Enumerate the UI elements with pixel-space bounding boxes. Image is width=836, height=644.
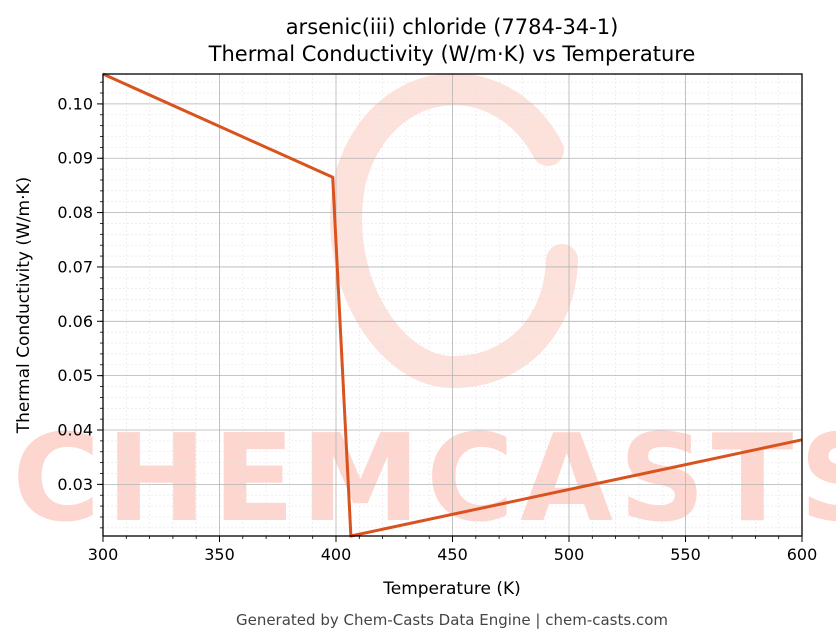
watermark-text: CHEMCASTS — [12, 410, 836, 549]
y-tick-label: 0.07 — [57, 257, 93, 276]
footer-credit: Generated by Chem-Casts Data Engine | ch… — [236, 611, 668, 629]
y-tick-label: 0.10 — [57, 94, 93, 113]
major-grid — [102, 74, 803, 536]
x-tick-label: 550 — [670, 545, 701, 564]
y-tick-label: 0.06 — [57, 312, 93, 331]
x-tick-label: 300 — [88, 545, 119, 564]
x-tick-label: 600 — [787, 545, 818, 564]
watermark-swirl — [330, 73, 578, 389]
watermark: CHEMCASTS — [12, 73, 836, 549]
y-tick-label: 0.03 — [57, 475, 93, 494]
y-tick-label: 0.09 — [57, 149, 93, 168]
y-tick-label: 0.08 — [57, 203, 93, 222]
x-tick-label: 400 — [321, 545, 352, 564]
y-tick-label: 0.05 — [57, 366, 93, 385]
series-line — [102, 72, 803, 538]
series-layer — [102, 72, 803, 538]
x-tick-label: 500 — [554, 545, 585, 564]
y-tick-label: 0.04 — [57, 421, 93, 440]
chart-title: arsenic(iii) chloride (7784-34-1) — [286, 15, 619, 39]
y-axis-label: Thermal Conductivity (W/m·K) — [14, 177, 34, 435]
y-axis: 0.03 0.04 0.05 0.06 0.07 0.08 0.09 0.10 — [57, 81, 103, 529]
x-tick-label: 450 — [437, 545, 468, 564]
x-tick-label: 350 — [204, 545, 235, 564]
chart-subtitle: Thermal Conductivity (W/m·K) vs Temperat… — [208, 42, 696, 66]
x-axis-label: Temperature (K) — [382, 579, 521, 599]
x-axis: 300 350 400 450 500 550 600 — [88, 536, 818, 564]
